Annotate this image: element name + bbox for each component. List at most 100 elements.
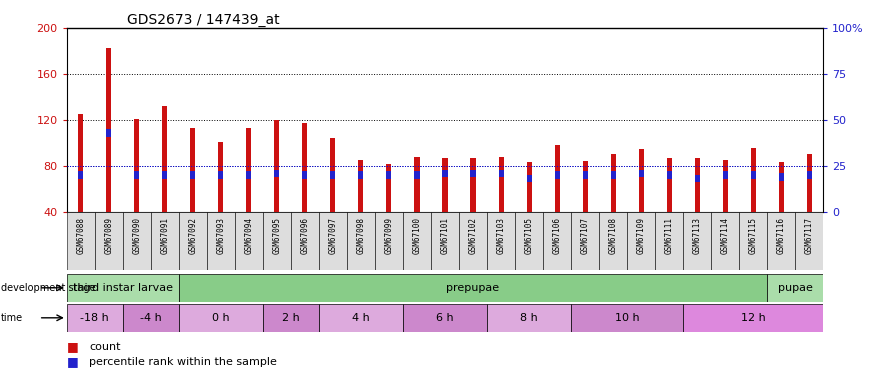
Bar <box>543 212 571 270</box>
Bar <box>684 212 711 270</box>
Text: GSM67117: GSM67117 <box>805 216 813 254</box>
Bar <box>471 158 475 212</box>
Text: GSM67115: GSM67115 <box>748 216 757 254</box>
Bar <box>247 171 251 179</box>
Bar <box>779 162 784 212</box>
Bar <box>639 170 643 177</box>
Bar <box>554 171 560 179</box>
Text: GSM67098: GSM67098 <box>356 216 366 254</box>
Bar <box>442 158 448 212</box>
Bar <box>218 142 223 212</box>
Bar <box>330 138 336 212</box>
Bar <box>459 212 487 270</box>
Bar <box>218 171 223 179</box>
Bar <box>527 162 531 212</box>
Text: GSM67096: GSM67096 <box>301 216 310 254</box>
Text: GSM67093: GSM67093 <box>216 216 225 254</box>
Bar <box>767 274 823 302</box>
Bar <box>667 158 672 212</box>
Bar <box>403 212 431 270</box>
Text: GSM67116: GSM67116 <box>777 216 786 254</box>
Bar <box>247 128 251 212</box>
Bar <box>375 212 403 270</box>
Bar <box>723 171 728 179</box>
Bar <box>67 304 123 332</box>
Bar <box>415 171 419 179</box>
Bar <box>179 304 263 332</box>
Bar <box>667 171 672 179</box>
Bar <box>78 114 84 212</box>
Bar <box>431 212 459 270</box>
Bar <box>190 171 196 179</box>
Text: prepupae: prepupae <box>447 283 499 293</box>
Bar <box>319 304 403 332</box>
Bar <box>134 119 140 212</box>
Text: GSM67097: GSM67097 <box>328 216 337 254</box>
Bar <box>655 212 684 270</box>
Bar <box>711 212 740 270</box>
Text: GSM67105: GSM67105 <box>524 216 534 254</box>
Text: 12 h: 12 h <box>740 313 765 323</box>
Bar <box>386 171 392 179</box>
Bar <box>190 128 196 212</box>
Text: GSM67094: GSM67094 <box>245 216 254 254</box>
Bar <box>359 160 363 212</box>
Bar <box>571 304 684 332</box>
Bar <box>779 173 784 181</box>
Text: GSM67099: GSM67099 <box>384 216 393 254</box>
Text: percentile rank within the sample: percentile rank within the sample <box>89 357 277 367</box>
Text: GSM67100: GSM67100 <box>412 216 422 254</box>
Text: 10 h: 10 h <box>615 313 639 323</box>
Text: GSM67103: GSM67103 <box>497 216 506 254</box>
Bar <box>263 304 319 332</box>
Text: 0 h: 0 h <box>212 313 230 323</box>
Bar <box>78 171 84 179</box>
Text: development stage: development stage <box>1 283 95 293</box>
Bar <box>639 149 643 212</box>
Text: GSM67111: GSM67111 <box>665 216 674 254</box>
Bar <box>571 212 599 270</box>
Bar <box>487 304 571 332</box>
Text: GSM67108: GSM67108 <box>609 216 618 254</box>
Bar <box>67 212 94 270</box>
Text: GSM67095: GSM67095 <box>272 216 281 254</box>
Bar <box>123 304 179 332</box>
Text: ■: ■ <box>67 340 78 353</box>
Text: GSM67088: GSM67088 <box>77 216 85 254</box>
Text: pupae: pupae <box>778 283 813 293</box>
Bar <box>796 212 823 270</box>
Bar <box>498 170 504 177</box>
Bar <box>274 120 279 212</box>
Bar <box>179 274 767 302</box>
Bar <box>515 212 543 270</box>
Text: GSM67109: GSM67109 <box>636 216 645 254</box>
Text: GSM67091: GSM67091 <box>160 216 169 254</box>
Text: GSM67092: GSM67092 <box>189 216 198 254</box>
Text: -18 h: -18 h <box>80 313 109 323</box>
Text: GSM67089: GSM67089 <box>104 216 113 254</box>
Text: GSM67107: GSM67107 <box>580 216 589 254</box>
Bar <box>684 304 823 332</box>
Bar <box>106 129 111 136</box>
Bar <box>471 170 475 177</box>
Bar <box>767 212 796 270</box>
Bar <box>150 212 179 270</box>
Bar <box>162 171 167 179</box>
Bar <box>330 171 336 179</box>
Text: GSM67113: GSM67113 <box>692 216 701 254</box>
Bar <box>162 106 167 212</box>
Bar <box>67 274 179 302</box>
Bar <box>750 171 756 179</box>
Text: GSM67090: GSM67090 <box>133 216 142 254</box>
Bar <box>235 212 263 270</box>
Bar <box>611 171 616 179</box>
Bar <box>498 157 504 212</box>
Bar <box>806 154 812 212</box>
Bar <box>611 154 616 212</box>
Bar <box>347 212 375 270</box>
Text: 6 h: 6 h <box>436 313 454 323</box>
Bar <box>263 212 291 270</box>
Text: GSM67101: GSM67101 <box>441 216 449 254</box>
Bar <box>527 175 531 183</box>
Bar <box>179 212 206 270</box>
